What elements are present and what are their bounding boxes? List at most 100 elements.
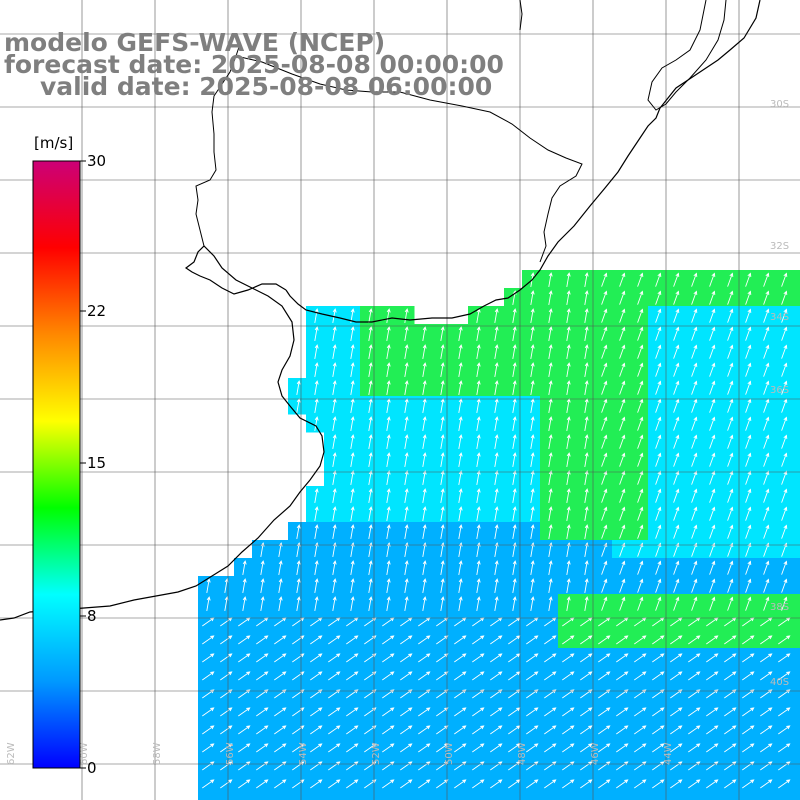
wind-cell [288, 702, 307, 721]
wind-cell [486, 414, 505, 433]
wind-cell [648, 684, 667, 703]
wind-cell [468, 450, 487, 469]
wind-arrow [562, 725, 575, 735]
wind-arrow [670, 635, 683, 645]
wind-cell [288, 612, 307, 631]
wind-arrow [490, 671, 503, 681]
wind-cell [198, 720, 217, 739]
wind-arrow [458, 560, 463, 575]
wind-cell [630, 792, 649, 800]
wind-cell [666, 522, 685, 541]
wind-arrow [512, 308, 517, 323]
wind-arrow [634, 689, 647, 699]
wind-arrow [512, 488, 517, 503]
wind-cell [630, 702, 649, 721]
wind-cell [522, 468, 541, 487]
wind-cell [198, 792, 217, 800]
wind-arrow [688, 635, 701, 645]
wind-cell [234, 576, 253, 595]
wind-arrow [619, 470, 626, 485]
wind-cell [450, 522, 469, 541]
wind-cell [270, 576, 289, 595]
wind-arrow [727, 380, 734, 395]
wind-cell [648, 666, 667, 685]
wind-cell [792, 702, 800, 721]
wind-cell [396, 594, 415, 613]
wind-cell [522, 630, 541, 649]
wind-arrow [727, 416, 734, 431]
wind-arrow [292, 653, 305, 663]
wind-cell [360, 612, 379, 631]
wind-cell [450, 486, 469, 505]
wind-arrow [619, 416, 626, 431]
wind-cell [342, 774, 361, 793]
wind-cell [558, 288, 577, 307]
wind-cell [252, 648, 271, 667]
wind-cell [540, 612, 559, 631]
wind-arrow [368, 416, 373, 431]
wind-cell [540, 594, 559, 613]
wind-cell [720, 774, 739, 793]
wind-cell [792, 522, 800, 541]
wind-cell [306, 486, 325, 505]
wind-cell [432, 720, 451, 739]
wind-cell [522, 396, 541, 415]
wind-cell [720, 450, 739, 469]
wind-arrow [382, 671, 395, 681]
wind-arrow [458, 596, 463, 611]
wind-cell [558, 720, 577, 739]
wind-arrow [332, 362, 337, 377]
wind-cell [396, 684, 415, 703]
wind-cell [558, 468, 577, 487]
wind-cell [648, 702, 667, 721]
wind-arrow [601, 344, 608, 359]
wind-cell [720, 738, 739, 757]
wind-cell [666, 360, 685, 379]
wind-cell [378, 342, 397, 361]
wind-cell [594, 792, 613, 800]
wind-arrow [512, 578, 517, 593]
wind-cell [342, 648, 361, 667]
wind-cell [684, 450, 703, 469]
wind-cell [540, 414, 559, 433]
wind-arrow [601, 524, 608, 539]
wind-cell [396, 324, 415, 343]
wind-arrow [422, 506, 427, 521]
wind-cell [756, 756, 775, 775]
wind-arrow [418, 779, 431, 789]
wind-cell [324, 666, 343, 685]
wind-arrow [256, 689, 269, 699]
wind-cell [396, 774, 415, 793]
wind-cell [666, 558, 685, 577]
wind-arrow [422, 596, 427, 611]
wind-cell [594, 414, 613, 433]
wind-cell [450, 576, 469, 595]
wind-arrow [526, 743, 539, 753]
wind-cell [666, 342, 685, 361]
wind-cell [306, 774, 325, 793]
wind-cell [468, 396, 487, 415]
wind-cell [792, 360, 800, 379]
wind-arrow [494, 470, 499, 485]
wind-arrow [673, 272, 680, 287]
wind-cell [414, 486, 433, 505]
wind-arrow [778, 689, 791, 699]
wind-cell [612, 504, 631, 523]
wind-cell [630, 396, 649, 415]
wind-arrow [494, 326, 499, 341]
wind-cell [630, 612, 649, 631]
wind-arrow [454, 689, 467, 699]
wind-cell [450, 414, 469, 433]
wind-cell [540, 486, 559, 505]
wind-arrow [292, 779, 305, 789]
wind-cell [252, 540, 271, 559]
wind-arrow [584, 416, 589, 431]
wind-arrow [386, 344, 391, 359]
wind-arrow [655, 380, 662, 395]
wind-cell [648, 558, 667, 577]
wind-cell [414, 558, 433, 577]
wind-arrow [404, 470, 409, 485]
wind-arrow [418, 743, 431, 753]
wind-arrow [440, 524, 445, 539]
wind-cell [612, 342, 631, 361]
